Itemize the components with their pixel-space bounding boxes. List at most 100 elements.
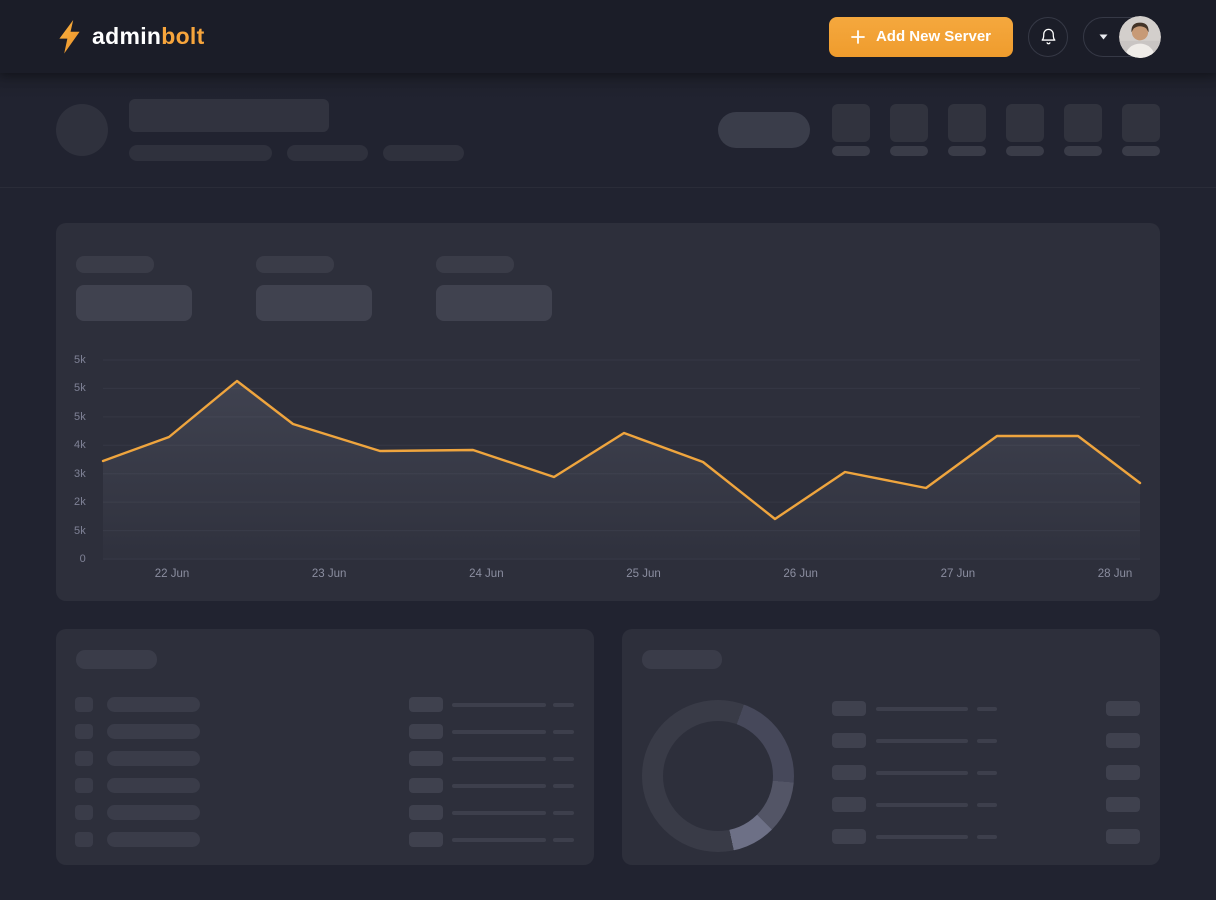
skeleton-list-row [75, 724, 574, 739]
lightning-bolt-icon [56, 19, 83, 54]
line-skeleton [452, 783, 546, 788]
page-header-left-skeleton [56, 99, 464, 161]
user-avatar [1119, 15, 1161, 58]
badge-skeleton [409, 778, 443, 793]
skeleton-list-row [75, 697, 574, 712]
x-axis-label: 25 Jun [626, 568, 661, 580]
line-skeleton [452, 729, 546, 734]
stat-box-skeleton [890, 104, 928, 142]
notifications-button[interactable] [1028, 16, 1068, 57]
stat-box-skeleton [948, 104, 986, 142]
series-line [101, 379, 1142, 521]
x-axis-label: 27 Jun [940, 568, 976, 580]
label-skeleton [256, 256, 334, 273]
badge-skeleton [832, 765, 866, 780]
value-skeleton [1106, 701, 1140, 716]
stat-bar-skeleton [1006, 146, 1044, 156]
skeleton-list-row [75, 778, 574, 793]
value-skeleton [256, 285, 372, 321]
stat-bar-skeleton [1064, 146, 1102, 156]
chart-header-skeleton-group [76, 256, 192, 321]
title-placeholder-group [129, 99, 464, 161]
stat-bar-skeleton [948, 146, 986, 156]
page-header-skeleton [0, 73, 1216, 188]
stat-placeholder [948, 104, 986, 156]
dash-skeleton [977, 770, 997, 775]
value-skeleton [436, 285, 552, 321]
text-skeleton [107, 805, 200, 820]
dash-skeleton [553, 810, 574, 815]
badge-skeleton [409, 697, 443, 712]
line-skeleton [452, 837, 546, 842]
x-axis-label: 22 Jun [154, 568, 190, 580]
dash-skeleton [553, 729, 574, 734]
text-skeleton [107, 697, 200, 712]
skeleton-legend-row [832, 765, 1140, 780]
x-axis-label: 26 Jun [783, 568, 818, 580]
badge-skeleton [832, 733, 866, 748]
plus-icon [851, 29, 865, 44]
main-content: 5k 5k 5k 4k 3k 2k 5k 0 22 Jun 23 Jun 24 Jun 25 Jun… [0, 223, 1216, 865]
bell-icon [1039, 27, 1058, 46]
icon-skeleton [75, 805, 93, 820]
text-skeleton [107, 832, 200, 847]
row-right-skeleton [409, 805, 574, 820]
line-skeleton [876, 770, 968, 775]
navbar-actions: Add New Server [828, 15, 1161, 58]
subtitle-placeholder-row [129, 145, 464, 161]
chart-header-skeleton-group [256, 256, 372, 321]
add-new-server-button[interactable]: Add New Server [828, 16, 1013, 57]
line-skeleton [452, 810, 546, 815]
value-skeleton [1106, 829, 1140, 844]
stat-box-skeleton [832, 104, 870, 142]
skeleton-list-row [75, 832, 574, 847]
line-skeleton [876, 802, 968, 807]
label-skeleton [436, 256, 514, 273]
badge-skeleton [832, 797, 866, 812]
icon-skeleton [75, 751, 93, 766]
text-skeleton [107, 724, 200, 739]
skeleton-legend-row [832, 733, 1140, 748]
chart-plot-area [101, 359, 1142, 560]
skeleton-legend-list [832, 701, 1140, 861]
dash-skeleton [553, 783, 574, 788]
dash-skeleton [977, 834, 997, 839]
line-skeleton [452, 702, 546, 707]
badge-skeleton [832, 829, 866, 844]
stat-placeholder [1006, 104, 1044, 156]
skeleton-legend-row [832, 829, 1140, 844]
list-skeleton-card [56, 629, 594, 865]
subtitle-placeholder [129, 145, 272, 161]
donut-skeleton-card [622, 629, 1160, 865]
dash-skeleton [977, 738, 997, 743]
label-skeleton [76, 256, 154, 273]
user-menu[interactable] [1083, 15, 1161, 58]
dash-skeleton [977, 802, 997, 807]
text-skeleton [107, 751, 200, 766]
stat-box-skeleton [1122, 104, 1160, 142]
title-placeholder [129, 99, 329, 132]
stat-bar-skeleton [832, 146, 870, 156]
badge-skeleton [409, 805, 443, 820]
dash-skeleton [553, 702, 574, 707]
chart-header-skeleton-group [436, 256, 552, 321]
main-chart-card: 5k 5k 5k 4k 3k 2k 5k 0 22 Jun 23 Jun 24 Jun 25 Jun… [56, 223, 1160, 601]
logo-text-accent: bolt [161, 23, 205, 49]
bottom-cards-row [56, 629, 1160, 865]
dash-skeleton [553, 756, 574, 761]
icon-skeleton [75, 778, 93, 793]
skeleton-legend-row [832, 797, 1140, 812]
app-title: adminbolt [92, 23, 205, 50]
row-right-skeleton [409, 832, 574, 847]
badge-skeleton [409, 832, 443, 847]
add-new-server-label: Add New Server [875, 28, 991, 45]
line-skeleton [876, 738, 968, 743]
x-axis-label: 24 Jun [469, 568, 504, 580]
row-right-skeleton [409, 778, 574, 793]
skeleton-list [75, 697, 574, 859]
x-axis: 22 Jun 23 Jun 24 Jun 25 Jun 26 Jun 27 Jun 28 J… [103, 568, 1140, 582]
avatar-placeholder [56, 104, 108, 156]
line-skeleton [876, 834, 968, 839]
value-skeleton [76, 285, 192, 321]
logo[interactable]: adminbolt [56, 19, 205, 54]
